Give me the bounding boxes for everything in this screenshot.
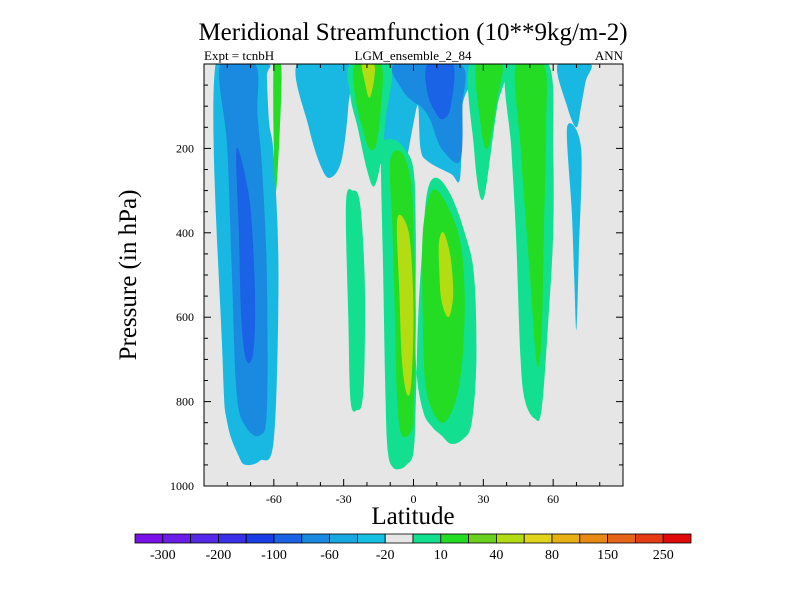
colorbar-swatch-17 bbox=[607, 533, 636, 544]
colorbar-label: 250 bbox=[653, 548, 674, 563]
x-tick-label: -60 bbox=[266, 492, 282, 506]
chart-title: Meridional Streamfunction (10**9kg/m-2) bbox=[198, 19, 627, 46]
contour-regions bbox=[213, 64, 592, 470]
y-tick-label: 800 bbox=[176, 395, 194, 409]
colorbar-swatch-19 bbox=[662, 533, 692, 544]
y-axis-label: Pressure (in hPa) bbox=[115, 190, 142, 361]
dataset-label: LGM_ensemble_2_84 bbox=[355, 48, 472, 63]
colorbar-label: -200 bbox=[206, 548, 232, 563]
colorbar-label: 40 bbox=[489, 548, 503, 563]
colorbar-swatch-18 bbox=[635, 533, 664, 544]
contour-region-pos80-17 bbox=[396, 214, 414, 396]
colorbar-swatch-1 bbox=[162, 533, 192, 544]
contour-region-pos40-22 bbox=[514, 64, 547, 368]
x-axis-ticks: -60 -30 0 30 60 bbox=[203, 64, 624, 506]
colorbar: -300 -200 -100 -60 -20 10 40 80 150 250 bbox=[134, 533, 692, 563]
colorbar-swatch-7 bbox=[329, 533, 358, 544]
colorbar-label: 150 bbox=[597, 548, 618, 563]
contour-region-pos40-11 bbox=[353, 64, 384, 151]
colorbar-label: -300 bbox=[150, 548, 176, 563]
colorbar-swatch-5 bbox=[273, 533, 303, 544]
contour-region-neg20-3 bbox=[295, 64, 353, 178]
colorbar-swatch-16 bbox=[579, 533, 608, 544]
y-tick-label: 1000 bbox=[170, 479, 194, 493]
y-tick-label: 200 bbox=[176, 141, 194, 155]
contour-region-neg20-8 bbox=[556, 64, 592, 128]
season-label: ANN bbox=[595, 48, 624, 63]
colorbar-swatch-14 bbox=[523, 533, 553, 544]
contour-region-neg100-2 bbox=[236, 147, 256, 364]
colorbar-swatch-13 bbox=[495, 533, 525, 544]
colorbar-swatch-10 bbox=[412, 533, 442, 544]
contour-region-pos10-13 bbox=[345, 188, 366, 412]
colorbar-swatch-4 bbox=[245, 533, 275, 544]
y-tick-label: 600 bbox=[176, 310, 194, 324]
colorbar-swatch-0 bbox=[134, 533, 164, 544]
contour-region-pos40-20 bbox=[475, 64, 503, 150]
experiment-label: Expt = tcnbH bbox=[204, 48, 274, 63]
colorbar-label: 80 bbox=[545, 548, 559, 563]
colorbar-label: -100 bbox=[261, 548, 287, 563]
contour-region-pos40-4 bbox=[273, 64, 282, 192]
colorbar-swatch-6 bbox=[301, 533, 330, 544]
colorbar-swatch-12 bbox=[468, 533, 497, 544]
colorbar-label: -20 bbox=[376, 548, 395, 563]
x-tick-label: 30 bbox=[477, 492, 489, 506]
x-tick-label: 60 bbox=[547, 492, 559, 506]
contour-region-neg20-9 bbox=[566, 123, 582, 331]
colorbar-swatch-8 bbox=[356, 533, 386, 544]
colorbar-swatch-3 bbox=[217, 533, 247, 544]
colorbar-label: -60 bbox=[320, 548, 339, 563]
y-tick-label: 400 bbox=[176, 226, 194, 240]
x-axis-label: Latitude bbox=[371, 503, 454, 530]
colorbar-swatch-2 bbox=[190, 533, 219, 544]
colorbar-label: 10 bbox=[434, 548, 448, 563]
contour-region-pos80-12 bbox=[361, 64, 375, 98]
colorbar-swatch-15 bbox=[551, 533, 581, 544]
x-tick-label: 0 bbox=[411, 492, 417, 506]
colorbar-swatch-9 bbox=[384, 533, 414, 544]
y-axis-ticks: 200 400 600 800 1000 bbox=[170, 63, 623, 493]
colorbar-swatch-11 bbox=[440, 533, 469, 544]
contour-region-neg100-7 bbox=[425, 64, 455, 120]
x-tick-label: -30 bbox=[336, 492, 352, 506]
contour-region-pos80-18 bbox=[438, 232, 454, 318]
